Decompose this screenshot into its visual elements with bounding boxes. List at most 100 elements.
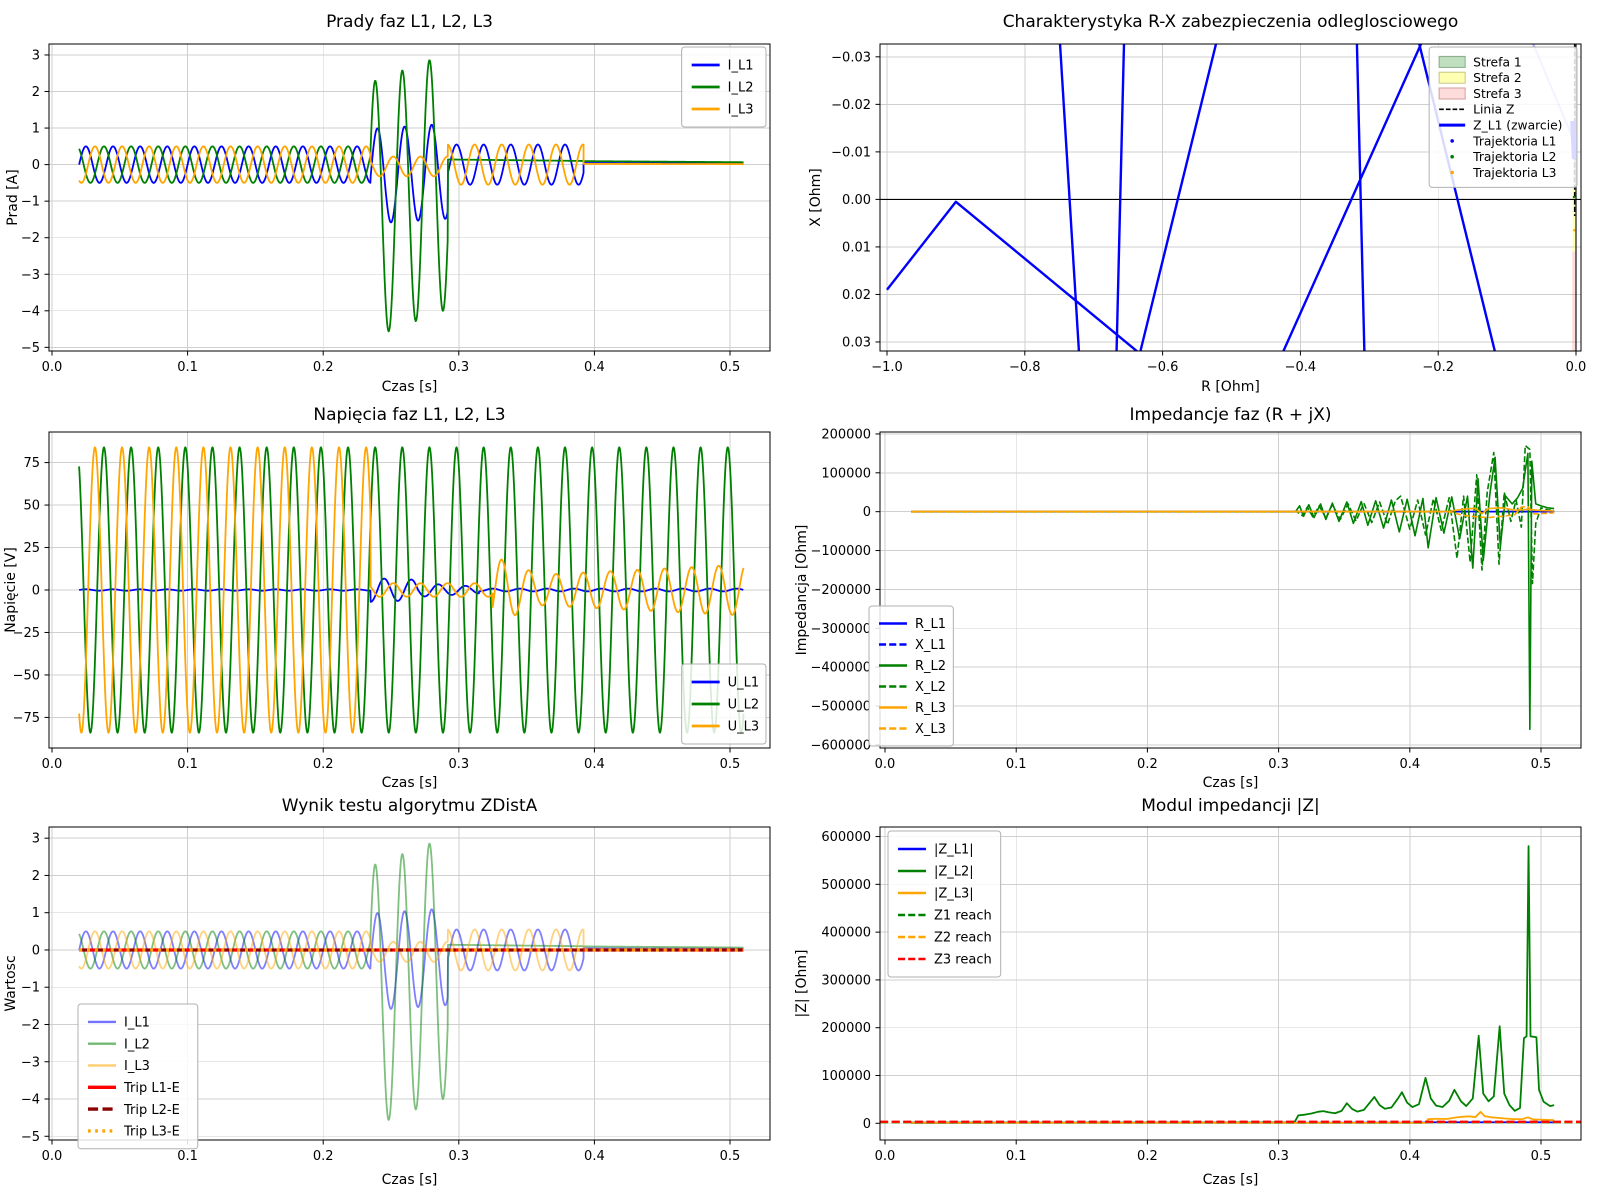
- y-tick-label: −0.03: [831, 50, 871, 65]
- legend-label: Trip L1-E: [123, 1081, 180, 1096]
- legend-entry-Z1 reach: Z1 reach: [898, 909, 992, 924]
- legend-label: Trajektoria L3: [1472, 166, 1556, 180]
- x-tick-label: 0.4: [584, 1149, 605, 1164]
- legend-label: I_L2: [728, 81, 754, 96]
- x-tick-label: 0.1: [177, 757, 198, 772]
- x-tick-label: 0.3: [448, 360, 469, 375]
- legend-entry-Linia Z: Linia Z: [1439, 103, 1515, 117]
- legend-entry-I_L2: I_L2: [88, 1037, 150, 1052]
- legend-label: Trajektoria L2: [1472, 150, 1556, 164]
- x-tick-label: 0.2: [1137, 757, 1158, 772]
- legend-label: U_L2: [728, 698, 760, 713]
- legend-entry-R_L1: R_L1: [879, 617, 946, 632]
- legend-entry-|Z_L1|: |Z_L1|: [898, 843, 974, 858]
- y-tick-label: 75: [23, 456, 40, 471]
- series-R_L2: [911, 452, 1555, 731]
- y-tick-label: −300000: [810, 622, 871, 637]
- x-tick-label: 0.1: [1006, 757, 1027, 772]
- legend-entry-|Z_L2|: |Z_L2|: [898, 865, 974, 880]
- legend-entry-|Z_L3|: |Z_L3|: [898, 887, 974, 902]
- x-tick-label: 0.2: [313, 757, 334, 772]
- legend-entry-Strefa 1: Strefa 1: [1438, 55, 1522, 69]
- y-axis-modul: 0 100000 200000 300000 400000 500000 600000 |Z|…: [794, 830, 880, 1132]
- x-axis-label: Czas [s]: [382, 379, 438, 395]
- y-tick-label: 300000: [821, 973, 871, 988]
- x-tick-label: 0.4: [1399, 757, 1420, 772]
- x-tick-label: 0.5: [1531, 1149, 1552, 1164]
- x-tick-label: −0.8: [1009, 360, 1041, 375]
- x-tick-label: 0.4: [1399, 1149, 1420, 1164]
- legend-label: U_L1: [728, 676, 760, 691]
- plot-title-modul: Modul impedancji |Z|: [1141, 796, 1320, 816]
- legend-entry-I_L1: I_L1: [88, 1016, 150, 1031]
- legend-entry-Strefa 3: Strefa 3: [1438, 87, 1522, 101]
- y-tick-label: 0: [32, 943, 40, 958]
- legend-entry-Trajektoria L2: Trajektoria L2: [1450, 150, 1556, 164]
- series-area-napiecia: [78, 446, 745, 734]
- y-axis-label: X [Ohm]: [808, 168, 824, 227]
- y-tick-label: −5: [21, 341, 40, 356]
- x-tick-label: 0.3: [1268, 757, 1289, 772]
- legend-label: Z2 reach: [934, 931, 992, 946]
- x-tick-label: 0.3: [448, 757, 469, 772]
- legend-label: I_L1: [728, 59, 754, 74]
- legend-label: X_L2: [915, 680, 946, 695]
- legend-label: R_L2: [915, 659, 946, 674]
- y-tick-label: −600000: [810, 738, 871, 753]
- series-I_L1: [78, 123, 744, 224]
- axes-frame-prady: [48, 43, 771, 352]
- x-tick-label: 0.2: [1137, 1149, 1158, 1164]
- y-tick-label: 2: [32, 869, 40, 884]
- x-axis-napiecia: 0.0 0.1 0.2 0.3 0.4 0.5 Czas [s]: [42, 748, 740, 791]
- series-U_L2: [78, 446, 745, 734]
- legend-entry-I_L3: I_L3: [691, 103, 754, 118]
- x-tick-label: 0.2: [313, 1149, 334, 1164]
- y-axis-label: |Z| [Ohm]: [794, 950, 810, 1018]
- x-tick-label: 0.0: [875, 1149, 896, 1164]
- series-Z_L1 zwarcie seg1: [886, 200, 1139, 351]
- x-tick-label: 0.3: [1268, 1149, 1289, 1164]
- y-axis-label: Prad [A]: [5, 169, 21, 225]
- legend-entry-Z_L1 (zwarcie): Z_L1 (zwarcie): [1439, 119, 1562, 133]
- legend-entry-X_L2: X_L2: [879, 680, 946, 695]
- series-Z_L1 zwarcie seg2: [1058, 44, 1081, 351]
- legend-entry-Trajektoria L1: Trajektoria L1: [1450, 134, 1556, 148]
- legend-entry-Strefa 2: Strefa 2: [1438, 71, 1522, 85]
- series-I_L2: [78, 842, 744, 1121]
- series-|Z_L2|: [911, 845, 1555, 1124]
- y-tick-label: 0: [32, 584, 40, 599]
- y-axis-label: Napięcie [V]: [3, 547, 19, 633]
- legend-label: |Z_L2|: [934, 865, 974, 880]
- y-tick-label: −25: [13, 626, 40, 641]
- x-axis-prady: 0.0 0.1 0.2 0.3 0.4 0.5 Czas [s]: [42, 351, 740, 395]
- plot-title-rx: Charakterystyka R-X zabezpieczenia odleg…: [1003, 12, 1459, 32]
- legend-label: R_L1: [915, 617, 946, 632]
- legend-entry-Z3 reach: Z3 reach: [898, 953, 992, 968]
- legend-entry-R_L2: R_L2: [879, 659, 946, 674]
- y-axis-wynik: 3 2 1 0 −1 −2 −3 −4 −5 Wartosc: [3, 832, 49, 1145]
- series-Z_L1 zwarcie seg5: [1282, 44, 1423, 351]
- series-area-wynik: [78, 842, 744, 1121]
- legend-label: |Z_L3|: [934, 887, 974, 902]
- plot-prady: 0.0 0.1 0.2 0.3 0.4 0.5 Czas [s] 3 2 1 0 −1 −2 −3 −4 −5…: [5, 12, 771, 395]
- legend-label: Trip L3-E: [123, 1125, 180, 1140]
- legend-prady: I_L1 I_L2 I_L3: [681, 46, 767, 128]
- plot-impedancje: 0.0 0.1 0.2 0.3 0.4 0.5 Czas [s] 200000 100000 0 −…: [794, 405, 1582, 791]
- x-tick-label: −0.4: [1285, 360, 1317, 375]
- legend-label: Z3 reach: [934, 953, 992, 968]
- legend-label: Trip L2-E: [123, 1103, 180, 1118]
- y-tick-label: −100000: [810, 544, 871, 559]
- y-tick-label: 600000: [821, 830, 871, 845]
- y-tick-label: −0.01: [831, 145, 871, 160]
- y-tick-label: 0: [32, 158, 40, 173]
- plot-wynik: 0.0 0.1 0.2 0.3 0.4 0.5 Czas [s] 3 2 1 0 −1 −2 −3 −4 −5…: [3, 796, 771, 1188]
- series-Trajektoria L2: [1572, 195, 1576, 199]
- y-tick-label: −3: [21, 268, 40, 283]
- legend-entry-U_L3: U_L3: [691, 720, 759, 735]
- axes-frame-rx: [879, 43, 1582, 352]
- y-axis-label: Wartosc: [3, 955, 19, 1011]
- series-Trajektoria L3: [1573, 229, 1576, 232]
- x-axis-label: Czas [s]: [1203, 775, 1259, 791]
- y-tick-label: 1: [32, 122, 40, 137]
